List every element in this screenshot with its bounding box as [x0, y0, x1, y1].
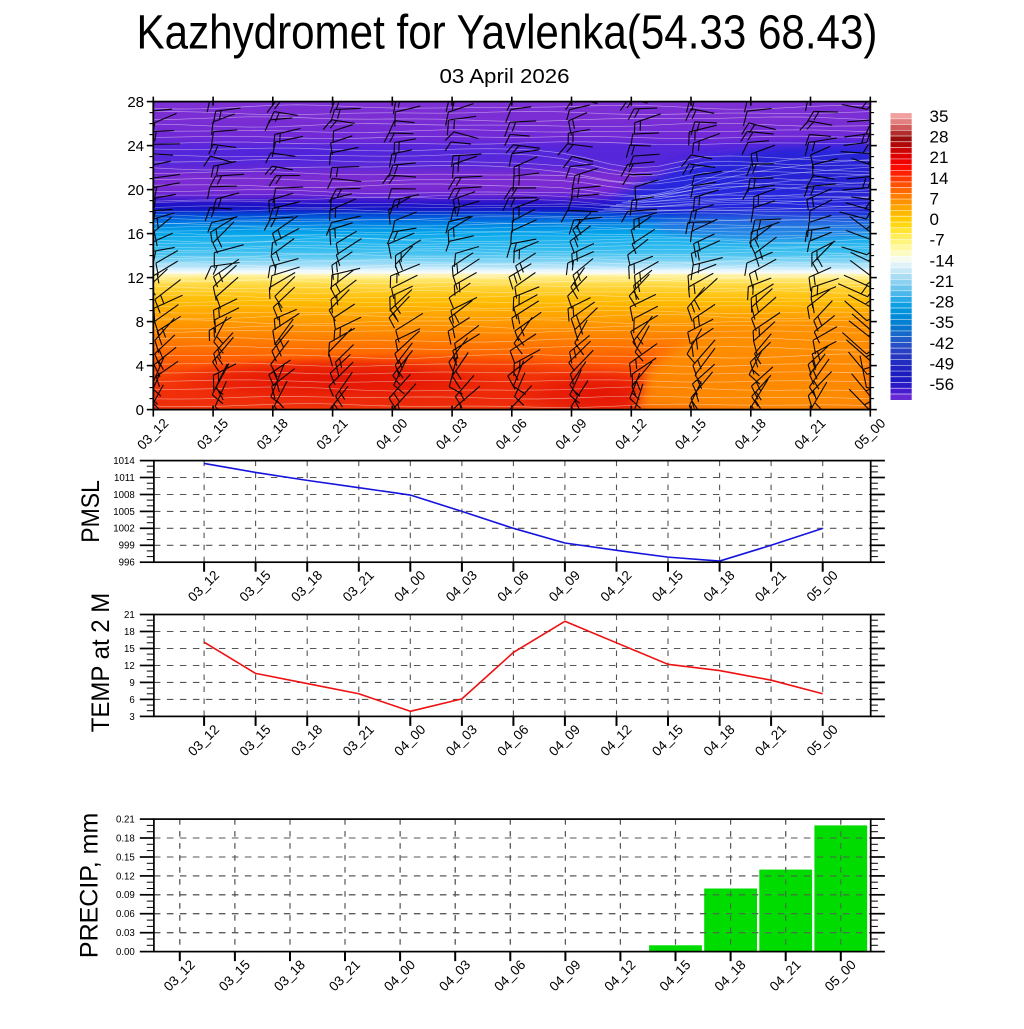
svg-text:-14: -14	[930, 251, 955, 270]
svg-text:999: 999	[119, 541, 135, 552]
svg-text:-49: -49	[930, 355, 955, 374]
svg-text:-7: -7	[930, 231, 945, 250]
svg-text:-28: -28	[930, 293, 955, 312]
svg-text:16: 16	[127, 226, 144, 243]
svg-text:0.09: 0.09	[116, 890, 135, 901]
svg-text:1008: 1008	[113, 490, 135, 501]
svg-text:996: 996	[119, 558, 135, 569]
svg-text:21: 21	[930, 148, 949, 167]
svg-text:28: 28	[930, 128, 949, 147]
svg-text:0.06: 0.06	[116, 909, 135, 920]
svg-text:1005: 1005	[113, 507, 135, 518]
svg-text:0.03: 0.03	[116, 928, 135, 939]
svg-text:03 April 2026: 03 April 2026	[439, 66, 569, 88]
svg-text:-56: -56	[930, 375, 955, 394]
svg-text:0.21: 0.21	[116, 815, 135, 826]
svg-text:3: 3	[129, 712, 134, 723]
svg-text:0: 0	[930, 210, 939, 229]
svg-text:15: 15	[124, 644, 135, 655]
svg-text:1014: 1014	[113, 456, 135, 467]
svg-text:-21: -21	[930, 272, 955, 291]
svg-text:28: 28	[127, 94, 144, 111]
svg-text:7: 7	[930, 189, 939, 208]
svg-text:14: 14	[930, 169, 949, 188]
svg-text:0.18: 0.18	[116, 833, 135, 844]
svg-text:4: 4	[136, 358, 144, 375]
svg-text:0.00: 0.00	[116, 947, 135, 958]
svg-text:1002: 1002	[113, 524, 135, 535]
svg-text:PRECIP, mm: PRECIP, mm	[76, 813, 104, 958]
svg-text:0.15: 0.15	[116, 852, 135, 863]
svg-text:24: 24	[127, 138, 144, 155]
svg-text:21: 21	[124, 610, 135, 621]
svg-text:8: 8	[136, 314, 144, 331]
svg-text:18: 18	[124, 627, 135, 638]
svg-text:0: 0	[136, 402, 144, 419]
svg-text:35: 35	[930, 107, 949, 126]
svg-text:6: 6	[129, 695, 134, 706]
svg-text:12: 12	[127, 270, 144, 287]
svg-text:0.12: 0.12	[116, 871, 135, 882]
svg-text:-35: -35	[930, 313, 955, 332]
svg-text:Kazhydromet for Yavlenka(54.33: Kazhydromet for Yavlenka(54.33 68.43)	[137, 5, 878, 59]
svg-text:9: 9	[129, 678, 134, 689]
svg-text:PMSL: PMSL	[77, 480, 105, 543]
svg-text:1011: 1011	[114, 473, 135, 484]
svg-text:12: 12	[124, 661, 135, 672]
svg-text:-42: -42	[930, 334, 955, 353]
svg-text:TEMP at 2 M: TEMP at 2 M	[88, 593, 116, 733]
svg-text:20: 20	[127, 182, 144, 199]
